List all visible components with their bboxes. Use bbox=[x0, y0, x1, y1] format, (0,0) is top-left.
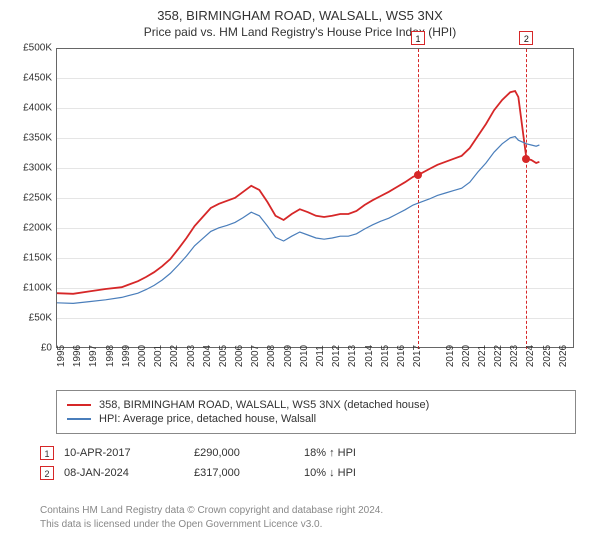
x-tick-label: 1997 bbox=[88, 345, 99, 367]
x-tick-label: 2005 bbox=[218, 345, 229, 367]
page-title: 358, BIRMINGHAM ROAD, WALSALL, WS5 3NX bbox=[0, 8, 600, 23]
y-tick-label: £350K bbox=[12, 133, 52, 144]
y-tick-label: £0 bbox=[12, 343, 52, 354]
legend-swatch bbox=[67, 418, 91, 420]
x-tick-label: 2001 bbox=[153, 345, 164, 367]
y-tick-label: £450K bbox=[12, 73, 52, 84]
footer-line-2: This data is licensed under the Open Gov… bbox=[40, 518, 383, 532]
sale-diff: 18% ↑ HPI bbox=[304, 447, 404, 459]
sale-marker-line bbox=[526, 49, 527, 349]
y-tick-label: £500K bbox=[12, 43, 52, 54]
sale-row: 2 08-JAN-2024 £317,000 10% ↓ HPI bbox=[40, 466, 560, 480]
x-tick-label: 1995 bbox=[56, 345, 67, 367]
x-tick-label: 2015 bbox=[380, 345, 391, 367]
x-tick-label: 2004 bbox=[202, 345, 213, 367]
x-tick-label: 1999 bbox=[121, 345, 132, 367]
x-tick-label: 2009 bbox=[283, 345, 294, 367]
legend-label: 358, BIRMINGHAM ROAD, WALSALL, WS5 3NX (… bbox=[99, 399, 429, 411]
x-tick-label: 2020 bbox=[461, 345, 472, 367]
x-tick-label: 2022 bbox=[493, 345, 504, 367]
x-tick-label: 2007 bbox=[250, 345, 261, 367]
x-tick-label: 2024 bbox=[525, 345, 536, 367]
x-tick-label: 2000 bbox=[137, 345, 148, 367]
x-tick-label: 2019 bbox=[445, 345, 456, 367]
series-hpi bbox=[57, 137, 539, 304]
y-tick-label: £250K bbox=[12, 193, 52, 204]
series-property bbox=[57, 91, 539, 294]
chart-lines bbox=[57, 49, 575, 349]
chart-container: £0 £50K £100K £150K £200K £250K £300K £350K £400… bbox=[12, 48, 588, 378]
x-tick-label: 2017 bbox=[412, 345, 423, 367]
sale-date: 08-JAN-2024 bbox=[64, 467, 184, 479]
x-tick-label: 2002 bbox=[169, 345, 180, 367]
sale-index-badge: 1 bbox=[40, 446, 54, 460]
sale-marker-dot bbox=[414, 171, 422, 179]
y-tick-label: £300K bbox=[12, 163, 52, 174]
x-tick-label: 2016 bbox=[396, 345, 407, 367]
sale-marker-badge: 2 bbox=[519, 31, 533, 45]
x-tick-label: 2008 bbox=[266, 345, 277, 367]
footer-line-1: Contains HM Land Registry data © Crown c… bbox=[40, 504, 383, 518]
x-tick-label: 2012 bbox=[331, 345, 342, 367]
x-tick-label: 2003 bbox=[186, 345, 197, 367]
legend-item: 358, BIRMINGHAM ROAD, WALSALL, WS5 3NX (… bbox=[67, 399, 565, 411]
x-tick-label: 2021 bbox=[477, 345, 488, 367]
sale-price: £317,000 bbox=[194, 467, 294, 479]
sale-index-badge: 2 bbox=[40, 466, 54, 480]
plot-area: 12 bbox=[56, 48, 574, 348]
sale-price: £290,000 bbox=[194, 447, 294, 459]
sale-diff: 10% ↓ HPI bbox=[304, 467, 404, 479]
x-tick-label: 2026 bbox=[558, 345, 569, 367]
sale-marker-dot bbox=[522, 155, 530, 163]
sale-marker-line bbox=[418, 49, 419, 349]
x-tick-label: 2025 bbox=[542, 345, 553, 367]
y-tick-label: £400K bbox=[12, 103, 52, 114]
x-tick-label: 2006 bbox=[234, 345, 245, 367]
page-subtitle: Price paid vs. HM Land Registry's House … bbox=[0, 25, 600, 39]
sale-date: 10-APR-2017 bbox=[64, 447, 184, 459]
x-tick-label: 2023 bbox=[509, 345, 520, 367]
y-tick-label: £100K bbox=[12, 283, 52, 294]
legend: 358, BIRMINGHAM ROAD, WALSALL, WS5 3NX (… bbox=[56, 390, 576, 434]
legend-label: HPI: Average price, detached house, Wals… bbox=[99, 413, 316, 425]
footer-attribution: Contains HM Land Registry data © Crown c… bbox=[40, 504, 383, 532]
sale-marker-badge: 1 bbox=[411, 31, 425, 45]
x-tick-label: 1996 bbox=[72, 345, 83, 367]
x-tick-label: 2014 bbox=[364, 345, 375, 367]
y-tick-label: £200K bbox=[12, 223, 52, 234]
x-tick-label: 1998 bbox=[105, 345, 116, 367]
x-tick-label: 2011 bbox=[315, 345, 326, 367]
x-tick-label: 2013 bbox=[347, 345, 358, 367]
sale-row: 1 10-APR-2017 £290,000 18% ↑ HPI bbox=[40, 446, 560, 460]
sales-table: 1 10-APR-2017 £290,000 18% ↑ HPI 2 08-JAN-202… bbox=[40, 440, 560, 486]
y-tick-label: £50K bbox=[12, 313, 52, 324]
legend-swatch bbox=[67, 404, 91, 406]
legend-item: HPI: Average price, detached house, Wals… bbox=[67, 413, 565, 425]
x-tick-label: 2010 bbox=[299, 345, 310, 367]
y-tick-label: £150K bbox=[12, 253, 52, 264]
